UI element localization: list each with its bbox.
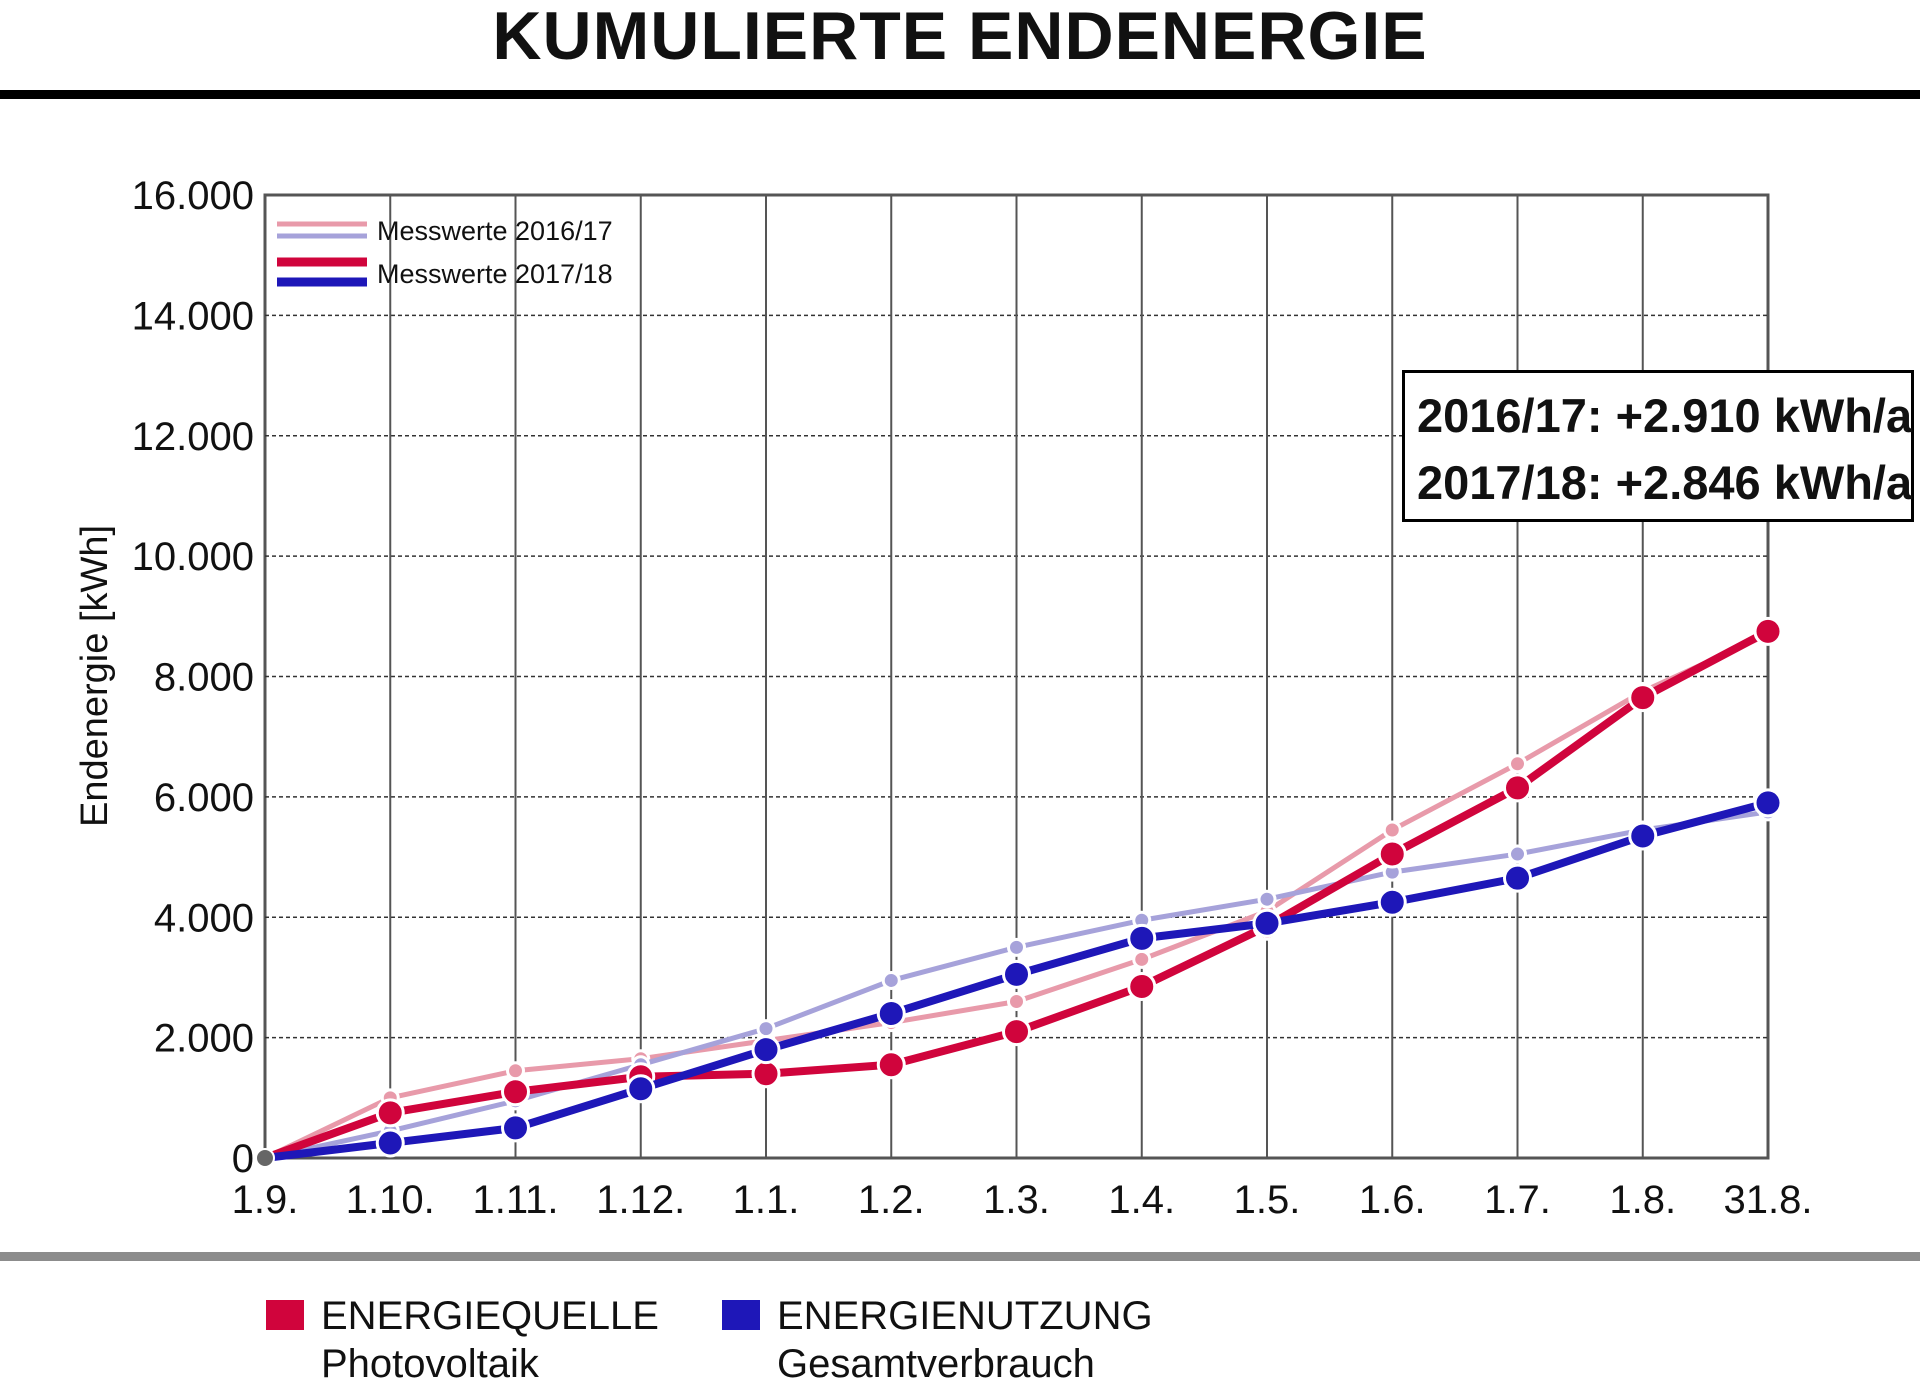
data-point (1628, 821, 1658, 851)
data-point (1503, 863, 1532, 893)
origin-point (255, 1148, 275, 1168)
line-chart: 0 2.000 4.000 6.000 8.000 10.000 12.000 14.000 1… (74, 174, 1812, 1222)
data-point (1377, 839, 1407, 869)
data-point (1753, 616, 1783, 646)
data-point (375, 1128, 405, 1158)
x-tick-label: 1.11. (473, 1178, 559, 1222)
data-point (876, 999, 906, 1029)
y-axis-label: Endenergie [kWh] (74, 525, 116, 827)
data-point (1127, 923, 1157, 953)
x-tick-label: 1.3. (983, 1178, 1050, 1222)
data-point (1508, 844, 1527, 864)
data-point (1002, 1017, 1031, 1047)
y-tick-label: 6.000 (154, 776, 254, 820)
data-point (1628, 683, 1658, 713)
data-point (1127, 971, 1157, 1001)
energy-usage-subtitle: Gesamtverbrauch (777, 1342, 1095, 1386)
data-point (626, 1074, 656, 1104)
data-point (1382, 820, 1402, 840)
data-point (1007, 992, 1026, 1012)
data-point (1753, 788, 1783, 818)
y-tick-label: 16.000 (132, 174, 254, 218)
data-point (1132, 949, 1152, 969)
x-tick-label: 1.2. (858, 1178, 925, 1222)
bottom-divider (0, 1252, 1920, 1261)
series-energy-usage-201718 (264, 788, 1783, 1162)
chart-title: KUMULIERTE ENDENERGIE (492, 0, 1428, 74)
x-tick-label: 1.4. (1108, 1178, 1175, 1222)
y-tick-label: 8.000 (154, 656, 254, 700)
energy-usage-swatch (722, 1300, 760, 1330)
data-point (1377, 887, 1407, 917)
data-point (501, 1077, 530, 1107)
surplus-2017-18: 2017/18: +2.846 kWh/a (1417, 456, 1913, 509)
y-tick-label: 4.000 (154, 896, 254, 940)
legend-label-2016-17: Messwerte 2016/17 (377, 216, 613, 246)
x-tick-label: 1.1. (733, 1178, 800, 1222)
data-point (1252, 908, 1282, 938)
surplus-2016-17: 2016/17: +2.910 kWh/a (1417, 389, 1913, 442)
energy-usage-title: ENERGIENUTZUNG (777, 1294, 1153, 1338)
data-point (1503, 773, 1532, 803)
energy-source-subtitle: Photovoltaik (321, 1342, 539, 1386)
annual-surplus-box: 2016/17: +2.910 kWh/a 2017/18: +2.846 kW… (1402, 370, 1914, 522)
y-tick-label: 12.000 (132, 415, 254, 459)
data-point (751, 1035, 781, 1065)
grid (263, 193, 1770, 1160)
data-point (506, 1061, 525, 1081)
data-point (881, 970, 901, 990)
x-tick-label: 1.5. (1234, 1178, 1301, 1222)
series (255, 616, 1783, 1168)
y-tick-label: 0 (232, 1137, 254, 1181)
x-tick-label: 1.10. (346, 1178, 435, 1222)
data-point (1508, 754, 1527, 774)
data-point (1007, 937, 1026, 957)
y-tick-label: 14.000 (132, 294, 254, 338)
data-point (1257, 889, 1277, 909)
data-point (1002, 959, 1031, 989)
data-point (751, 1059, 781, 1089)
chart-legend: Messwerte 2016/17 Messwerte 2017/18 (277, 216, 613, 289)
axes: 0 2.000 4.000 6.000 8.000 10.000 12.000 14.000 1… (74, 174, 1812, 1222)
x-tick-label: 1.6. (1359, 1178, 1426, 1222)
x-tick-label: 31.8. (1724, 1178, 1813, 1222)
energy-source-title: ENERGIEQUELLE (321, 1294, 659, 1338)
data-point (501, 1113, 530, 1143)
x-tick-label: 1.12. (596, 1178, 685, 1222)
data-point (876, 1050, 906, 1080)
x-tick-label: 1.7. (1484, 1178, 1551, 1222)
data-point (375, 1098, 405, 1128)
energy-source-swatch (266, 1300, 304, 1330)
data-point (756, 1019, 776, 1039)
x-tick-label: 1.9. (232, 1178, 299, 1222)
top-divider (0, 90, 1920, 99)
y-tick-label: 2.000 (154, 1017, 254, 1061)
x-tick-label: 1.8. (1609, 1178, 1676, 1222)
y-tick-label: 10.000 (132, 535, 254, 579)
legend-label-2017-18: Messwerte 2017/18 (377, 259, 613, 289)
